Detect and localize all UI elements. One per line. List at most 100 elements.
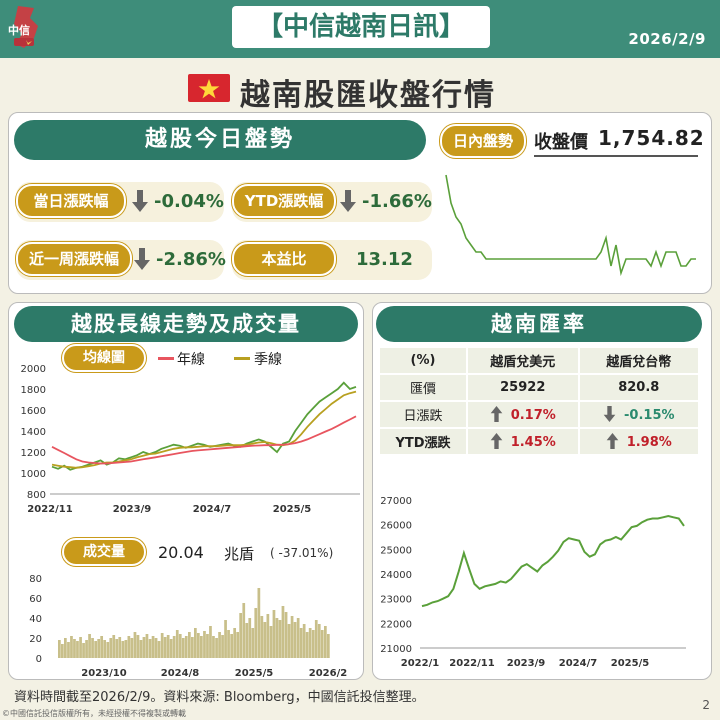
volume-bar: [142, 637, 146, 658]
stat-ytd-value: -1.66%: [362, 191, 432, 212]
x-tick-label: 2025/5: [611, 658, 649, 669]
volume-bar: [145, 634, 149, 658]
fx-value: 1.98%: [626, 435, 672, 450]
fx-col-header: 越盾兌台幣: [579, 348, 698, 373]
volume-bar: [103, 640, 107, 658]
volume-bar: [191, 637, 194, 658]
fx-value: 1.45%: [510, 435, 556, 450]
volume-bar: [296, 618, 300, 658]
volume-bar: [236, 632, 240, 658]
y-tick-label: 20: [29, 634, 42, 645]
y-tick-label: 0: [36, 654, 42, 665]
y-tick-label: 22000: [380, 619, 412, 630]
volume-bar: [299, 628, 303, 658]
fx-cell: 0.17%: [468, 402, 578, 427]
down-arrow-icon: [132, 190, 148, 216]
footer-source: 資料時間截至2026/2/9。資料來源: Bloomberg，中國信託投信整理。: [14, 690, 425, 705]
stat-daily-label: 當日漲跌幅: [16, 184, 126, 218]
page-title: 【中信越南日訊】: [232, 6, 490, 48]
volume-bar: [106, 642, 110, 658]
volume-bar: [136, 635, 140, 658]
legend-quarter-label: 季線: [254, 352, 282, 368]
page-number: 2: [702, 698, 710, 712]
volume-bar: [121, 641, 125, 658]
fx-cell: 820.8: [579, 375, 698, 400]
fx-cell: 1.45%: [468, 429, 578, 454]
up-arrow-icon: [490, 406, 503, 422]
y-tick-label: 21000: [380, 644, 412, 655]
volume-bar: [166, 635, 170, 658]
close-underline: [534, 155, 698, 157]
volume-bar: [100, 636, 104, 658]
fx-col-header: 越盾兌美元: [468, 348, 578, 373]
volume-bar: [70, 636, 73, 658]
close-value: 1,754.82: [598, 126, 705, 150]
volume-bar: [233, 628, 237, 658]
volume-bar: [184, 636, 188, 658]
ma-chart-label: 均線圖: [62, 344, 146, 372]
x-tick-label: 2022/1: [401, 658, 439, 669]
volume-bar: [206, 634, 209, 658]
x-tick-label: 2023/9: [113, 504, 151, 515]
down-arrow-icon: [134, 248, 150, 274]
volume-bar: [157, 641, 161, 658]
stat-daily-value: -0.04%: [154, 191, 224, 212]
intraday-label: 日內盤勢: [440, 124, 526, 158]
y-tick-label: 1000: [21, 469, 46, 480]
volume-change: ( -37.01%): [270, 546, 334, 560]
volume-bar: [257, 588, 261, 658]
y-tick-label: 26000: [380, 521, 412, 532]
volume-bar: [224, 620, 227, 658]
x-tick-label: 2023/10: [81, 668, 126, 679]
volume-bar: [317, 624, 321, 658]
legend-year-label: 年線: [177, 352, 205, 368]
down-arrow-icon: [340, 190, 356, 216]
volume-bar: [160, 633, 164, 658]
volume-bar: [154, 638, 158, 658]
legend-quarter-swatch: [234, 357, 250, 360]
y-tick-label: 800: [27, 490, 46, 501]
volume-bar: [64, 638, 67, 658]
volume-bar: [85, 640, 88, 658]
volume-bar: [230, 634, 234, 658]
volume-unit: 兆盾: [224, 545, 255, 563]
x-tick-label: 2022/11: [27, 504, 72, 515]
vietnam-flag-icon: [188, 74, 230, 106]
volume-bar: [151, 636, 155, 658]
volume-bar: [112, 635, 116, 658]
volume-bar: [61, 644, 64, 658]
volume-bar: [178, 634, 182, 658]
table-row: 匯價 25922 820.8: [380, 375, 698, 400]
volume-bar: [73, 639, 76, 658]
volume-bar: [263, 622, 267, 658]
volume-bar: [281, 606, 285, 658]
x-tick-label: 2026/2: [309, 668, 347, 679]
y-tick-label: 60: [29, 594, 42, 605]
volume-bar: [203, 631, 206, 658]
legend-year-swatch: [158, 357, 174, 360]
section-subtitle: 越南股匯收盤行情: [240, 78, 496, 113]
fx-cell: 25922: [468, 375, 578, 400]
volume-bar: [163, 637, 167, 658]
company-logo: 中信: [4, 4, 52, 54]
volume-bar: [293, 622, 297, 658]
fx-col-header: (%): [380, 348, 466, 373]
volume-bar: [275, 618, 279, 658]
volume-bar: [221, 635, 224, 658]
fx-heading: 越南匯率: [376, 306, 702, 342]
copyright: ©中國信託投信版權所有，未經授權不得複製或轉載: [2, 709, 186, 718]
volume-bar: [139, 640, 143, 658]
volume-bar: [115, 639, 119, 658]
x-tick-label: 2022/11: [449, 658, 494, 669]
volume-bar: [82, 643, 85, 658]
volume-bar: [272, 610, 276, 658]
series-line-1: [51, 390, 357, 469]
fx-value: -0.15%: [624, 408, 675, 423]
stat-pe-value: 13.12: [356, 249, 413, 270]
y-tick-label: 23000: [380, 595, 412, 606]
series-line-2: [51, 415, 357, 465]
volume-bar: [127, 636, 131, 658]
y-tick-label: 2000: [21, 364, 46, 375]
fx-cell: -0.15%: [579, 402, 698, 427]
x-tick-label: 2025/5: [273, 504, 311, 515]
